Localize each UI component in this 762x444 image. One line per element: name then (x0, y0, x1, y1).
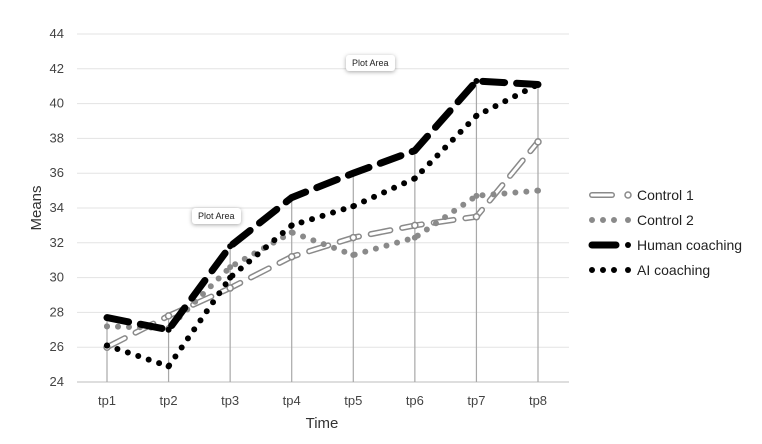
y-tick-label: 44 (50, 26, 64, 41)
legend-label: Control 1 (637, 187, 694, 203)
drop-lines (106, 80, 539, 382)
data-point (534, 138, 542, 146)
y-tick-label: 32 (50, 235, 64, 250)
legend-marker (625, 267, 631, 273)
y-tick-label: 26 (50, 339, 64, 354)
data-point (535, 81, 541, 88)
data-point (350, 170, 357, 177)
legend-marker (624, 191, 632, 199)
data-point (227, 264, 234, 271)
data-point (411, 221, 419, 230)
y-tick-label: 40 (50, 96, 64, 111)
legend-item-control-1: Control 1 (589, 187, 694, 203)
data-point (165, 363, 172, 370)
data-point (473, 77, 480, 84)
data-point (104, 323, 110, 330)
data-point (165, 326, 172, 333)
y-axis-title: Means (28, 185, 45, 230)
legend-label: Control 2 (637, 212, 694, 228)
y-tick-label: 36 (50, 165, 64, 180)
data-point (104, 342, 110, 349)
data-point (227, 243, 234, 250)
data-point (411, 147, 418, 154)
data-point (104, 314, 110, 321)
x-axis-title: Time (306, 415, 339, 432)
y-tick-label: 24 (50, 374, 64, 389)
x-tick-label: tp1 (98, 393, 116, 408)
y-axis: 24 26 28 30 32 34 36 38 40 42 44 (50, 26, 64, 389)
x-axis: tp1 tp2 tp3 tp4 tp5 tp6 tp7 tp8 (98, 393, 547, 408)
data-point (472, 212, 481, 221)
series-lines (103, 77, 542, 370)
y-tick-label: 34 (50, 200, 64, 215)
x-tick-label: tp5 (344, 393, 362, 408)
legend: Control 1 Control 2 Human coaching AI coach… (588, 187, 742, 278)
x-tick-label: tp6 (406, 393, 424, 408)
y-tick-label: 38 (50, 130, 64, 145)
legend-marker (625, 217, 631, 223)
legend-item-human-coaching: Human coaching (588, 237, 742, 253)
plot-area-tooltip: Plot Area (346, 55, 395, 71)
data-point (288, 194, 295, 201)
series-line (104, 187, 541, 332)
data-point (164, 312, 173, 320)
data-point (411, 175, 418, 182)
x-tick-label: tp2 (160, 393, 178, 408)
y-tick-label: 30 (50, 270, 64, 285)
data-point (227, 274, 234, 281)
data-point (287, 252, 296, 261)
data-point (350, 251, 357, 258)
y-tick-label: 28 (50, 304, 64, 319)
data-point (411, 234, 418, 241)
y-tick-label: 42 (50, 61, 64, 76)
legend-label: AI coaching (637, 262, 710, 278)
legend-label: Human coaching (637, 237, 742, 253)
data-point (349, 233, 358, 242)
x-tick-label: tp4 (283, 393, 301, 408)
data-point (226, 284, 234, 292)
legend-item-control-2: Control 2 (589, 212, 694, 228)
series-control-2 (104, 187, 541, 332)
data-point (535, 187, 541, 194)
data-point (288, 229, 295, 236)
x-tick-label: tp7 (467, 393, 485, 408)
data-point (288, 222, 295, 229)
legend-item-ai-coaching: AI coaching (589, 262, 710, 278)
plot-area-tooltip: Plot Area (192, 208, 241, 224)
series-line (104, 81, 541, 370)
series-ai-coaching (104, 81, 541, 370)
data-point (473, 192, 480, 199)
legend-marker (625, 242, 631, 248)
series-line (103, 77, 542, 334)
x-tick-label: tp8 (529, 393, 547, 408)
data-point (350, 203, 357, 210)
data-point (473, 112, 480, 119)
x-tick-label: tp3 (221, 393, 239, 408)
